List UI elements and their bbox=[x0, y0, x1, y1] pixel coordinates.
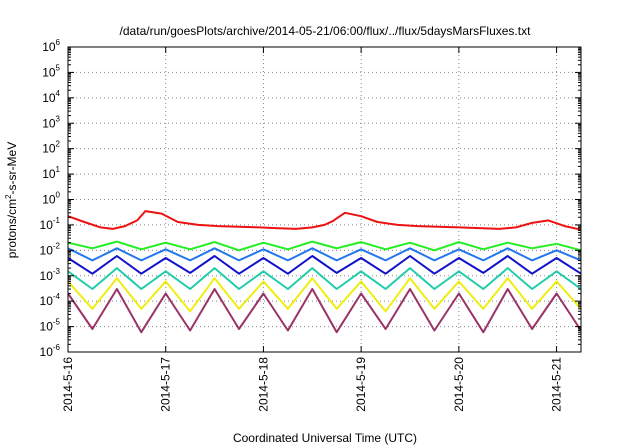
y-tick-label: 104 bbox=[42, 89, 60, 105]
y-tick-exponent: 0 bbox=[56, 191, 61, 200]
y-tick-exponent: 4 bbox=[56, 89, 61, 98]
y-tick-exponent: 3 bbox=[56, 114, 61, 123]
y-tick-exponent: -3 bbox=[53, 267, 61, 276]
y-axis-label: protons/cm2-s-sr-MeV bbox=[4, 142, 19, 258]
y-tick-base: 10 bbox=[42, 116, 56, 130]
y-tick-base: 10 bbox=[40, 218, 54, 232]
series-line-4 bbox=[67, 255, 582, 275]
y-tick-exponent: -2 bbox=[53, 241, 61, 250]
series-line-2 bbox=[67, 240, 582, 252]
y-tick-base: 10 bbox=[42, 142, 56, 156]
y-tick-exponent: -5 bbox=[53, 318, 61, 327]
x-axis-label: Coordinated Universal Time (UTC) bbox=[233, 431, 417, 445]
x-tick-label: 2014-5-20 bbox=[452, 357, 466, 412]
x-tick-label: 2014-5-17 bbox=[159, 357, 173, 412]
series-line-5 bbox=[67, 267, 582, 290]
y-axis-label-sup: 2 bbox=[4, 194, 13, 199]
y-axis-label-prefix: protons/cm bbox=[5, 199, 19, 258]
series-line-7 bbox=[67, 288, 582, 334]
plot-area bbox=[67, 46, 582, 353]
chart-title: /data/run/goesPlots/archive/2014-05-21/0… bbox=[120, 24, 532, 38]
y-tick-label: 10-5 bbox=[40, 318, 61, 334]
y-tick-label: 102 bbox=[42, 140, 60, 156]
y-tick-labels: 10-610-510-410-310-210-11001011021031041… bbox=[40, 38, 61, 359]
x-tick-label: 2014-5-19 bbox=[354, 357, 368, 412]
y-tick-exponent: -4 bbox=[53, 292, 61, 301]
y-tick-label: 10-2 bbox=[40, 241, 61, 257]
series-line-1 bbox=[67, 210, 582, 231]
y-tick-label: 10-4 bbox=[40, 292, 61, 308]
y-tick-exponent: 6 bbox=[56, 38, 61, 47]
y-tick-label: 105 bbox=[42, 63, 60, 79]
y-tick-exponent: 2 bbox=[56, 140, 61, 149]
y-tick-label: 10-6 bbox=[40, 343, 61, 359]
y-tick-label: 106 bbox=[42, 38, 60, 54]
series-line-6 bbox=[67, 277, 582, 313]
tick-marks bbox=[67, 46, 581, 353]
y-tick-exponent: -1 bbox=[53, 216, 61, 225]
y-tick-label: 103 bbox=[42, 114, 60, 130]
x-tick-label: 2014-5-18 bbox=[256, 357, 270, 412]
y-tick-base: 10 bbox=[40, 320, 54, 334]
y-tick-base: 10 bbox=[40, 345, 54, 359]
series-layer bbox=[67, 210, 582, 334]
series-line-3 bbox=[67, 247, 582, 262]
y-tick-base: 10 bbox=[40, 269, 54, 283]
y-tick-base: 10 bbox=[42, 91, 56, 105]
y-tick-exponent: 1 bbox=[56, 165, 61, 174]
x-tick-label: 2014-5-21 bbox=[550, 357, 564, 412]
grid-lines bbox=[67, 47, 581, 352]
y-tick-base: 10 bbox=[42, 65, 56, 79]
y-tick-base: 10 bbox=[42, 40, 56, 54]
y-tick-base: 10 bbox=[42, 167, 56, 181]
y-tick-label: 101 bbox=[42, 165, 60, 181]
x-tick-label: 2014-5-16 bbox=[61, 357, 75, 412]
y-tick-base: 10 bbox=[40, 243, 54, 257]
y-tick-base: 10 bbox=[40, 294, 54, 308]
y-tick-exponent: -6 bbox=[53, 343, 61, 352]
y-tick-label: 10-1 bbox=[40, 216, 61, 232]
y-tick-base: 10 bbox=[42, 193, 56, 207]
y-tick-exponent: 5 bbox=[56, 63, 61, 72]
y-tick-label: 100 bbox=[42, 191, 60, 207]
x-tick-labels: 2014-5-16 2014-5-17 2014-5-18 2014-5-19 2014… bbox=[61, 357, 564, 412]
y-axis-label-suffix: -s-sr-MeV bbox=[5, 142, 19, 195]
y-tick-label: 10-3 bbox=[40, 267, 61, 283]
